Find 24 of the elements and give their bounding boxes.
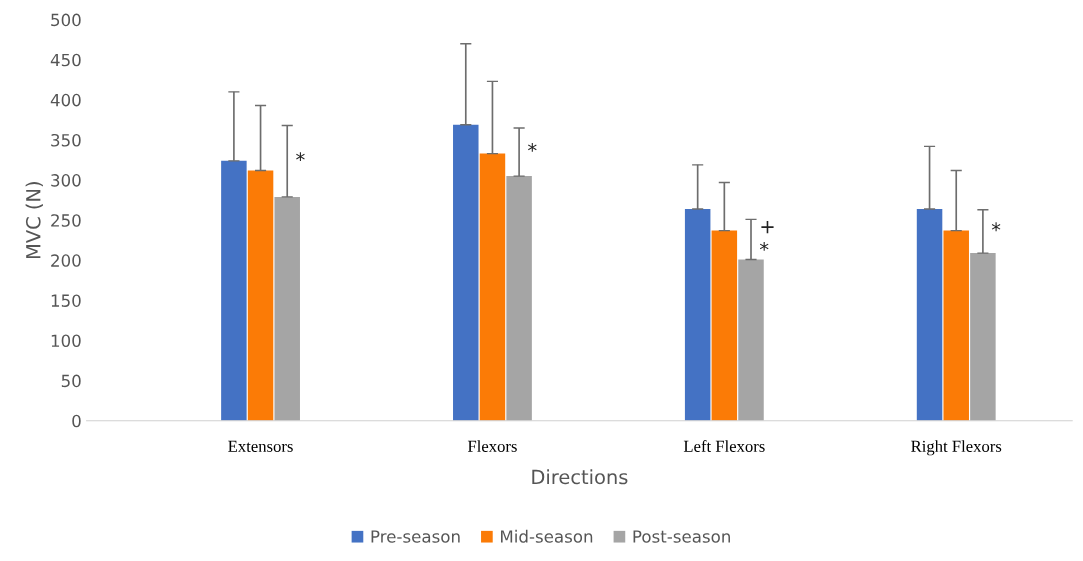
x-axis-title: Directions: [532, 469, 628, 485]
legend-label: Post-season: [633, 530, 730, 543]
y-tick-label: 150: [51, 294, 81, 307]
x-tick-label: Extensors: [228, 440, 293, 452]
data-label: *: [528, 142, 537, 152]
x-tick-label: Right Flexors: [911, 440, 1002, 456]
y-tick-label: 200: [51, 254, 81, 267]
y-tick-label: 400: [50, 93, 81, 107]
data-label: + *: [759, 220, 774, 251]
x-tick-label: Left Flexors: [683, 440, 765, 452]
y-tick-label: 50: [61, 374, 81, 388]
y-tick-label: 500: [51, 13, 81, 27]
y-tick-label: 300: [51, 174, 81, 187]
legend-label: Mid-season: [501, 529, 593, 543]
y-tick-label: 250: [51, 214, 81, 227]
y-tick-label: 350: [51, 133, 81, 147]
y-tick-label: 100: [51, 334, 81, 348]
data-label: *: [296, 152, 305, 162]
data-label: *: [991, 222, 1001, 232]
y-axis-title: MVC (N): [25, 182, 43, 259]
y-tick-label: 0: [72, 414, 81, 428]
legend-label: Pre-season: [371, 530, 460, 543]
y-tick-label: 450: [50, 53, 81, 67]
x-tick-label: Flexors: [467, 440, 517, 452]
